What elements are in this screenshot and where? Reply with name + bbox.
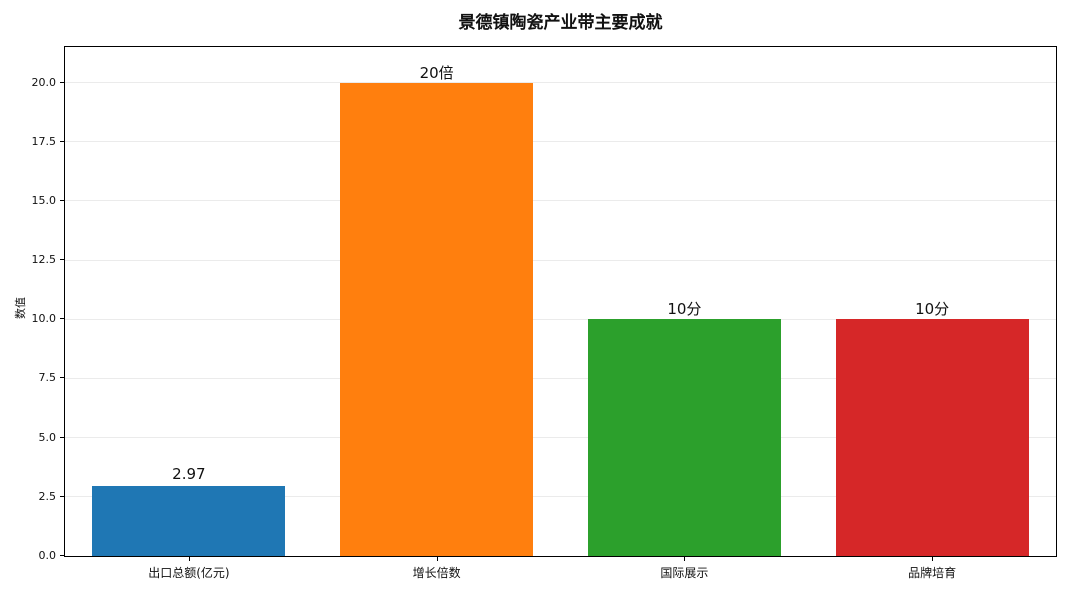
y-tick-mark [60,140,64,142]
y-tick-label: 7.5 [38,371,57,385]
x-tick-label: 品牌培育 [908,566,957,580]
plot-area: 2.97 20倍 10分 10分 [64,46,1057,557]
x-tick-label: 国际展示 [660,566,709,580]
bar-value-label: 10分 [667,300,702,319]
y-tick-mark [60,81,64,83]
x-tick-mark [684,557,686,561]
x-tick-mark [436,557,438,561]
x-tick-label: 出口总额(亿元) [148,566,230,580]
y-tick-mark [60,436,64,438]
y-tick-mark [60,199,64,201]
x-tick-mark [932,557,934,561]
bar-2 [340,82,534,556]
gridline [65,318,1056,320]
bar-value-label: 10分 [915,300,950,319]
y-tick-label: 5.0 [38,430,57,444]
y-tick-label: 15.0 [31,193,57,207]
y-axis-label: 数值 [14,297,27,319]
y-tick-label: 10.0 [31,312,57,326]
bar-value-label: 20倍 [419,63,454,82]
gridline [65,437,1056,439]
y-tick-mark [60,495,64,497]
y-tick-mark [60,377,64,379]
y-tick-mark [60,555,64,556]
y-tick-label: 2.5 [38,489,57,503]
y-tick-label: 12.5 [31,253,57,267]
gridline [65,82,1056,83]
bar-1 [92,485,286,556]
gridline [65,555,1056,557]
gridline [65,496,1056,498]
gridline [65,141,1056,143]
x-tick-mark [188,557,190,561]
bar-value-label: 2.97 [172,464,206,483]
gridline [65,259,1056,261]
y-tick-label: 20.0 [31,75,57,89]
bar-4 [835,319,1029,556]
gridline [65,200,1056,202]
y-tick-mark [60,259,64,261]
x-tick-label: 增长倍数 [412,566,461,580]
y-tick-mark [60,318,64,320]
bar-3 [587,319,781,556]
y-tick-label: 0.0 [38,549,57,562]
chart-title: 景德镇陶瓷产业带主要成就 [458,13,663,33]
y-tick-label: 17.5 [31,134,57,148]
gridline [65,377,1056,379]
